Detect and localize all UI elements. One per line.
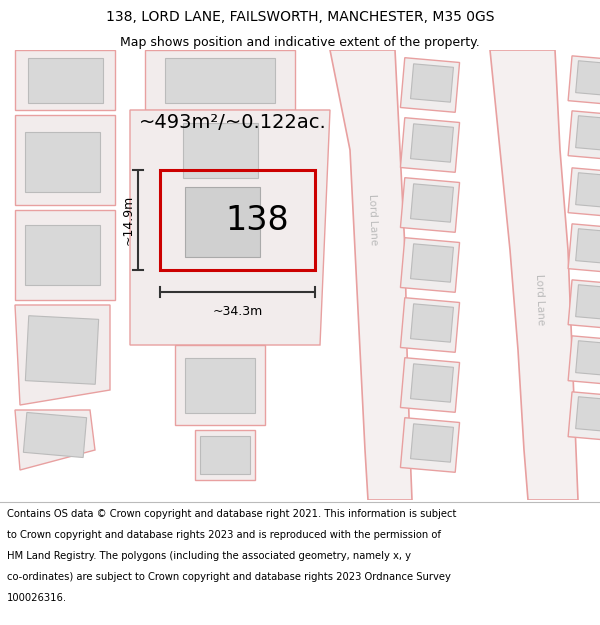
Text: ~14.9m: ~14.9m xyxy=(122,195,135,245)
Polygon shape xyxy=(575,61,600,95)
Polygon shape xyxy=(410,424,454,462)
Polygon shape xyxy=(400,177,460,232)
Polygon shape xyxy=(165,58,275,102)
Polygon shape xyxy=(568,336,600,384)
Polygon shape xyxy=(195,430,255,480)
Polygon shape xyxy=(575,173,600,208)
Polygon shape xyxy=(575,285,600,319)
Polygon shape xyxy=(568,111,600,159)
Polygon shape xyxy=(130,110,330,345)
Text: Map shows position and indicative extent of the property.: Map shows position and indicative extent… xyxy=(120,36,480,49)
Text: Lord Lane: Lord Lane xyxy=(367,194,379,246)
Polygon shape xyxy=(185,187,260,257)
Polygon shape xyxy=(568,168,600,216)
Polygon shape xyxy=(490,50,578,500)
Polygon shape xyxy=(568,224,600,272)
Polygon shape xyxy=(25,316,98,384)
Text: ~34.3m: ~34.3m xyxy=(212,305,263,318)
Polygon shape xyxy=(575,116,600,150)
Polygon shape xyxy=(25,132,100,192)
Polygon shape xyxy=(400,298,460,352)
Polygon shape xyxy=(400,238,460,292)
Polygon shape xyxy=(330,50,412,500)
Text: HM Land Registry. The polygons (including the associated geometry, namely x, y: HM Land Registry. The polygons (includin… xyxy=(7,551,411,561)
Polygon shape xyxy=(410,124,454,162)
Polygon shape xyxy=(15,410,95,470)
Polygon shape xyxy=(400,418,460,472)
Polygon shape xyxy=(410,304,454,342)
Polygon shape xyxy=(182,122,257,177)
Polygon shape xyxy=(185,357,255,412)
Polygon shape xyxy=(400,58,460,112)
Polygon shape xyxy=(25,225,100,285)
Text: ~493m²/~0.122ac.: ~493m²/~0.122ac. xyxy=(139,112,326,131)
Polygon shape xyxy=(23,412,86,458)
Polygon shape xyxy=(568,392,600,440)
Polygon shape xyxy=(575,397,600,431)
Polygon shape xyxy=(15,305,110,405)
Polygon shape xyxy=(410,364,454,402)
Bar xyxy=(160,170,315,270)
Text: to Crown copyright and database rights 2023 and is reproduced with the permissio: to Crown copyright and database rights 2… xyxy=(7,531,441,541)
Polygon shape xyxy=(400,118,460,172)
Text: 138: 138 xyxy=(226,204,289,236)
Text: co-ordinates) are subject to Crown copyright and database rights 2023 Ordnance S: co-ordinates) are subject to Crown copyr… xyxy=(7,572,451,582)
Polygon shape xyxy=(28,58,103,102)
Polygon shape xyxy=(568,56,600,104)
Text: Contains OS data © Crown copyright and database right 2021. This information is : Contains OS data © Crown copyright and d… xyxy=(7,509,457,519)
Polygon shape xyxy=(15,115,115,205)
Polygon shape xyxy=(410,64,454,102)
Polygon shape xyxy=(15,210,115,300)
Polygon shape xyxy=(575,229,600,263)
Text: 100026316.: 100026316. xyxy=(7,593,67,603)
Polygon shape xyxy=(410,184,454,222)
Polygon shape xyxy=(175,115,270,190)
Text: 138, LORD LANE, FAILSWORTH, MANCHESTER, M35 0GS: 138, LORD LANE, FAILSWORTH, MANCHESTER, … xyxy=(106,10,494,24)
Polygon shape xyxy=(15,50,115,110)
Text: Lord Lane: Lord Lane xyxy=(534,274,546,326)
Polygon shape xyxy=(575,341,600,375)
Polygon shape xyxy=(410,244,454,282)
Polygon shape xyxy=(400,357,460,412)
Polygon shape xyxy=(200,436,250,474)
Polygon shape xyxy=(175,345,265,425)
Polygon shape xyxy=(145,50,295,110)
Polygon shape xyxy=(568,280,600,328)
